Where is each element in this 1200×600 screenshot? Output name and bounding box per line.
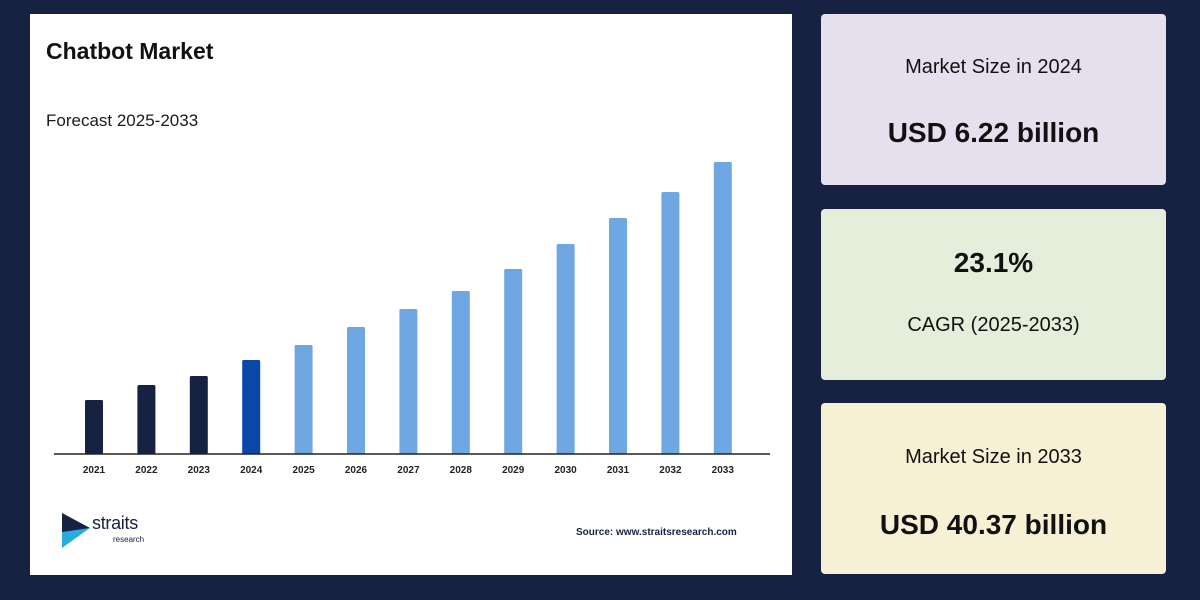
bar-2026 bbox=[347, 327, 365, 454]
x-tick-2030: 2030 bbox=[554, 465, 577, 476]
stat-value: 23.1% bbox=[953, 247, 1034, 278]
logo-sub: research bbox=[113, 535, 145, 544]
bar-chart: 2021 2022 2023 2024 2025 2026 2027 2028 2029 2030… bbox=[54, 162, 770, 476]
source-note: Source: www.straitsresearch.com bbox=[576, 527, 737, 538]
bar-2023 bbox=[189, 376, 208, 454]
bar-2025 bbox=[294, 345, 313, 454]
x-tick-2025: 2025 bbox=[292, 465, 315, 476]
stat-value: USD 40.37 billion bbox=[879, 509, 1108, 540]
logo-mark-icon bbox=[62, 513, 90, 548]
chart-panel: Chatbot Market Forecast 2025-2033 2021 20… bbox=[30, 14, 792, 575]
x-tick-2024: 2024 bbox=[240, 465, 263, 476]
stat-card-cagr: 23.1% CAGR (2025-2033) bbox=[821, 209, 1166, 380]
stat-card-market-2024: Market Size in 2024 USD 6.22 billion bbox=[821, 14, 1166, 185]
x-tick-2028: 2028 bbox=[450, 465, 473, 476]
x-tick-2026: 2026 bbox=[345, 465, 368, 476]
chart-title: Chatbot Market bbox=[46, 38, 214, 64]
x-tick-2031: 2031 bbox=[607, 465, 630, 476]
x-tick-2023: 2023 bbox=[188, 465, 211, 476]
stat-value: USD 6.22 billion bbox=[887, 117, 1100, 148]
x-tick-2022: 2022 bbox=[135, 465, 158, 476]
bar-2027 bbox=[399, 309, 418, 454]
bar-2030 bbox=[556, 244, 575, 454]
x-tick-2029: 2029 bbox=[502, 465, 525, 476]
x-tick-2027: 2027 bbox=[397, 465, 420, 476]
bar-2024 bbox=[242, 360, 261, 454]
x-tick-2032: 2032 bbox=[659, 465, 682, 476]
bar-2031 bbox=[609, 218, 627, 454]
bars-group bbox=[85, 162, 732, 454]
chart-subtitle: Forecast 2025-2033 bbox=[46, 111, 199, 130]
tick-labels-group: 2021 2022 2023 2024 2025 2026 2027 2028 2029 2030… bbox=[83, 465, 734, 476]
bar-2032 bbox=[661, 192, 680, 454]
stat-label: CAGR (2025-2033) bbox=[907, 314, 1080, 336]
x-tick-2033: 2033 bbox=[712, 465, 735, 476]
bar-2022 bbox=[137, 385, 156, 454]
bar-2033 bbox=[713, 162, 732, 454]
bar-2029 bbox=[504, 269, 523, 454]
logo-name: straits bbox=[92, 513, 138, 533]
straits-logo: straits research bbox=[60, 511, 170, 551]
stat-label: Market Size in 2033 bbox=[905, 446, 1082, 468]
stat-label: Market Size in 2024 bbox=[905, 56, 1082, 78]
bar-2021 bbox=[85, 400, 103, 454]
bar-2028 bbox=[451, 291, 470, 454]
stat-card-market-2033: Market Size in 2033 USD 40.37 billion bbox=[821, 403, 1166, 574]
x-tick-2021: 2021 bbox=[83, 465, 106, 476]
